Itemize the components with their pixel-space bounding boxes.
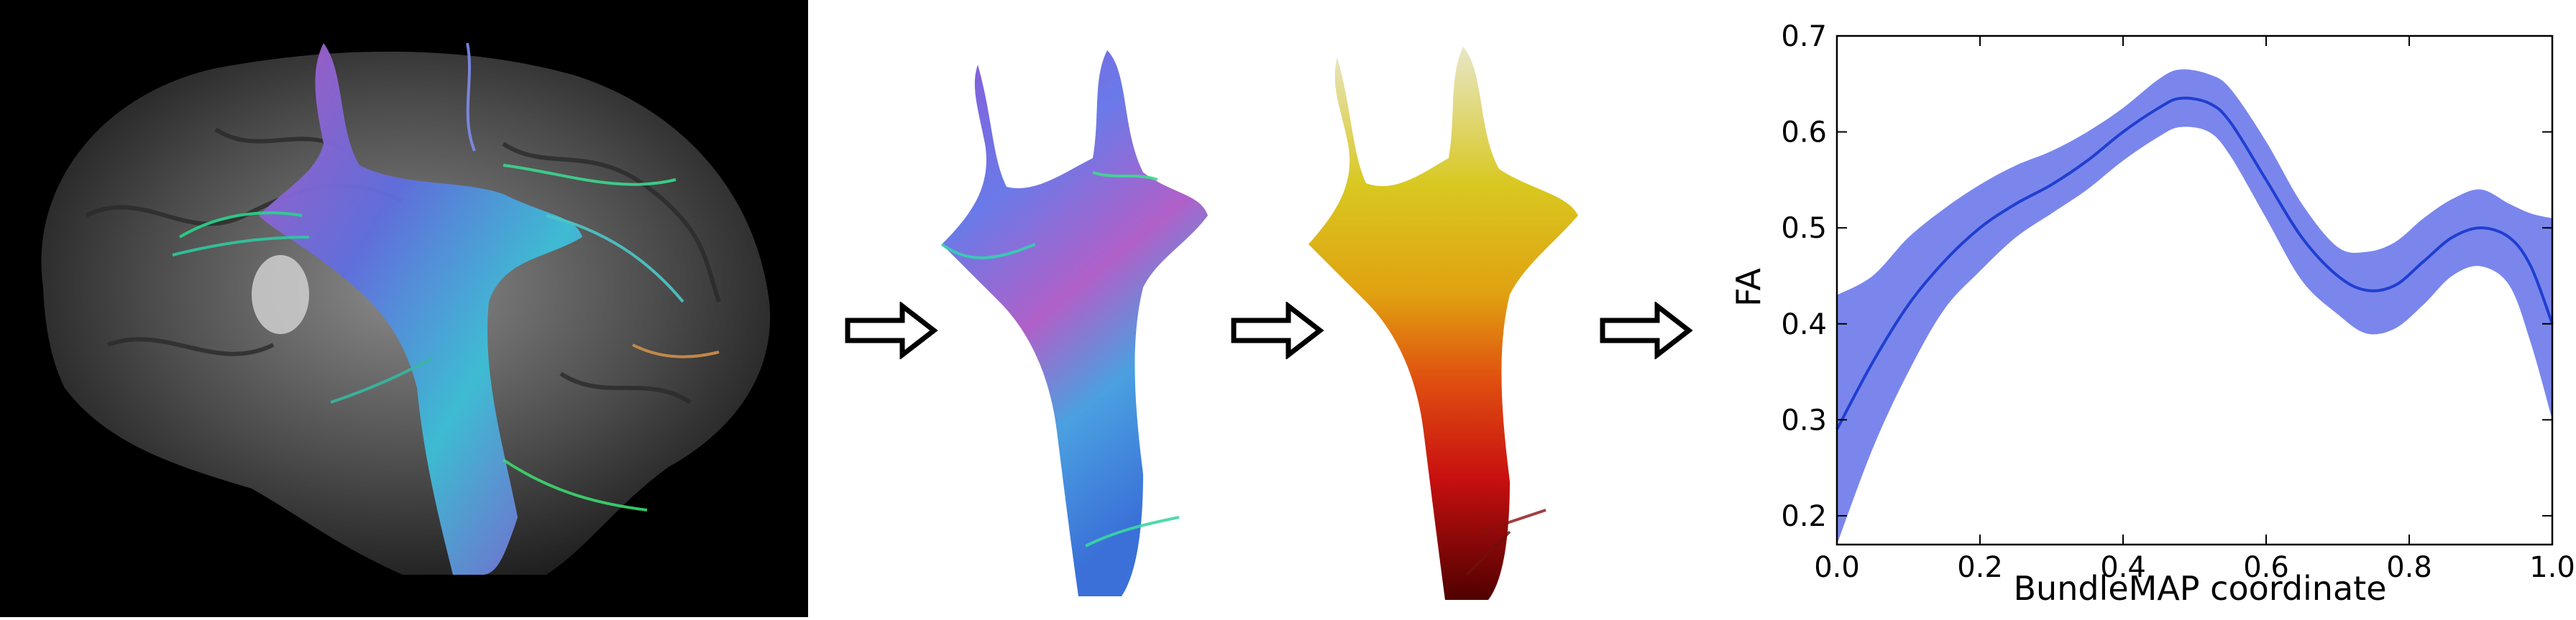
- mean-fa-line: [1835, 96, 2554, 430]
- x-tick-label: 0.4: [2100, 551, 2146, 584]
- x-axis-label: BundleMAP coordinate: [2013, 569, 2386, 608]
- y-tick-label: 0.2: [1781, 500, 1827, 533]
- axes-frame: [1835, 34, 2554, 546]
- chart-canvas: 0.0 0.2 0.4 0.6 0.8 1.00.20.30.40.50.60.7 FA …: [1729, 20, 2575, 608]
- x-tick-label: 0.2: [1957, 551, 2003, 584]
- y-tick-label: 0.3: [1781, 404, 1827, 437]
- brain-tractography-image: [0, 0, 808, 617]
- y-axis-label: FA: [1729, 268, 1768, 307]
- y-tick-label: 0.7: [1781, 20, 1827, 53]
- brain-slice-illustration: [0, 0, 808, 617]
- confidence-band: [1837, 69, 2552, 545]
- arrow-right-icon: [845, 300, 938, 361]
- y-tick-label: 0.5: [1781, 212, 1827, 245]
- arrow-right-icon: [1231, 300, 1324, 361]
- bundle-illustration: [940, 50, 1208, 596]
- x-tick-label: 0.8: [2386, 551, 2432, 584]
- fa-bundle-illustration: [1308, 47, 1578, 600]
- y-tick-label: 0.6: [1781, 116, 1827, 149]
- arrow-right-icon: [1600, 300, 1693, 361]
- fa-profile-chart: 0.0 0.2 0.4 0.6 0.8 1.0 0.2 0.3 0.4 0.5 0.6 0.7 FA …: [1704, 0, 2576, 617]
- plot-area: 0.0 0.2 0.4 0.6 0.8 1.0 0.2 0.3 0.4 0.5 0.6 0.7: [1781, 20, 2575, 584]
- x-tick-label: 1.0: [2529, 551, 2575, 584]
- x-tick-label: 0.6: [2243, 551, 2289, 584]
- x-tick-label: 0.0: [1814, 551, 1860, 584]
- extracted-bundle-image: [927, 29, 1229, 603]
- y-tick-label: 0.4: [1781, 308, 1827, 341]
- fiber-bundle: [259, 43, 582, 575]
- fa-colored-bundle-image: [1294, 29, 1610, 603]
